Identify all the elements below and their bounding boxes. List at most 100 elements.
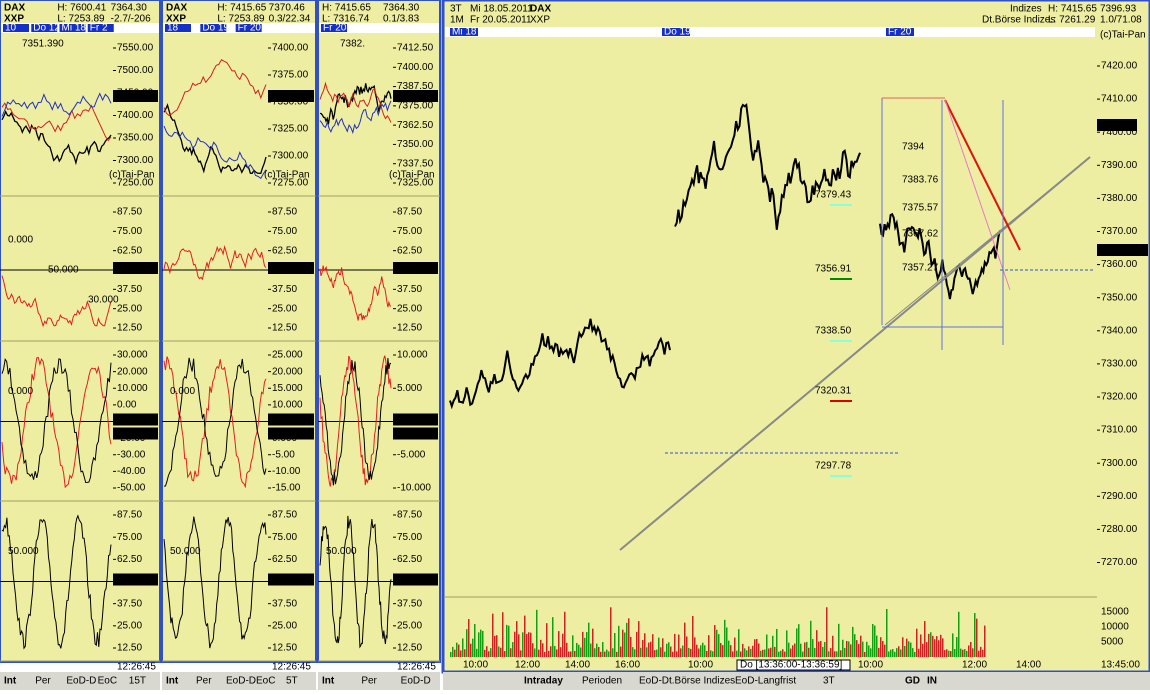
axis-tick-label: 37.50 — [272, 598, 297, 609]
tab[interactable]: EoD-Dt.Börse Indizes — [639, 676, 735, 687]
tab[interactable]: EoD-Langfrist — [735, 676, 796, 687]
volume-bar — [596, 643, 598, 657]
volume-bar — [496, 635, 498, 657]
axis-tick-label: 25.00 — [272, 303, 297, 314]
volume-bar — [676, 651, 678, 657]
volume-bar — [548, 650, 550, 657]
tab[interactable]: EoD-D — [66, 676, 96, 687]
tab[interactable]: Int — [166, 676, 179, 687]
volume-bar — [726, 627, 728, 657]
volume-bar — [576, 642, 578, 657]
tab-bar — [0, 672, 160, 690]
volume-bar — [898, 646, 900, 657]
label: 7364.30 — [383, 3, 420, 14]
volume-bar — [620, 646, 622, 657]
axis-tick-label: 7400.00 — [272, 43, 309, 54]
volume-bar — [462, 638, 464, 657]
value-box — [268, 573, 314, 586]
tab[interactable]: 15T — [129, 676, 146, 687]
tab[interactable]: Int — [322, 676, 335, 687]
volume-bar — [646, 647, 648, 657]
date-bar — [319, 23, 439, 33]
axis-tick-label: 75.00 — [397, 226, 422, 237]
curve — [1, 102, 112, 142]
axis-tick-label: 37.50 — [272, 284, 297, 295]
level-label: 7375.57 — [902, 203, 939, 214]
volume-bar — [584, 637, 586, 657]
volume-bar — [752, 645, 754, 657]
tab[interactable]: GD — [905, 676, 920, 687]
axis-tick-label: 7280.00 — [1101, 524, 1138, 535]
tab[interactable]: Perioden — [582, 676, 622, 687]
volume-bar — [872, 623, 874, 657]
axis-tick-label: 25.000 — [272, 350, 303, 361]
volume-bar — [490, 648, 492, 657]
volume-bar — [918, 648, 920, 657]
label: 1M — [450, 15, 464, 26]
axis-tick-label: 37.50 — [397, 284, 422, 295]
volume-bar — [634, 649, 636, 657]
volume-bar — [834, 651, 836, 657]
tab[interactable]: EoD-D — [226, 676, 256, 687]
volume-bar — [784, 651, 786, 657]
volume-bar — [742, 643, 744, 657]
volume-bar — [546, 623, 548, 657]
axis-tick-label: 62.50 — [272, 245, 297, 256]
volume-bar — [814, 647, 816, 657]
volume-bar — [858, 643, 860, 657]
axis-tick-label: 7330.00 — [1101, 359, 1138, 370]
tab[interactable]: IN — [927, 676, 937, 687]
axis-tick-label: 37.50 — [117, 598, 142, 609]
label: 0.000 — [8, 235, 33, 246]
tab[interactable]: EoD-D — [401, 676, 431, 687]
tab[interactable]: EoC — [98, 676, 117, 687]
axis-tick-label: 7350.00 — [117, 133, 154, 144]
tab[interactable]: Per — [35, 676, 51, 687]
tab[interactable]: 3T — [823, 676, 835, 687]
volume-bar — [902, 637, 904, 657]
tab[interactable]: EoC — [256, 676, 275, 687]
volume-bar — [848, 641, 850, 657]
level-label: 7356.91 — [815, 264, 852, 275]
volume-bar — [650, 641, 652, 657]
label: Do 12 — [33, 23, 60, 34]
tab[interactable]: Intraday — [524, 676, 563, 687]
volume-bar — [482, 630, 484, 657]
volume-bar — [944, 650, 946, 657]
volume-bar — [488, 651, 490, 657]
volume-bar — [562, 633, 564, 657]
level-label: 7297.78 — [815, 461, 852, 472]
panel — [161, 0, 317, 663]
label: Fr 20 — [238, 23, 262, 34]
volume-bar — [472, 638, 474, 657]
tab[interactable]: Per — [361, 676, 377, 687]
tab[interactable]: Int — [4, 676, 17, 687]
volume-bar — [894, 651, 896, 657]
time-box — [736, 659, 851, 671]
volume-bar — [508, 625, 510, 657]
volume-bar — [640, 647, 642, 657]
axis-tick-label: 10.000 — [272, 400, 303, 411]
volume-bar — [972, 648, 974, 657]
axis-tick-label: -50.00 — [117, 483, 146, 494]
volume-bar — [638, 621, 640, 657]
tab[interactable]: 5T — [286, 676, 298, 687]
label: H: 7415.65 — [217, 3, 266, 14]
tab[interactable]: Per — [196, 676, 212, 687]
axis-tick-label: -5.000 — [397, 449, 426, 460]
volume-bar — [864, 651, 866, 657]
volume-bar — [874, 625, 876, 657]
date-tag — [59, 24, 86, 32]
axis-tick-label: 7350.00 — [272, 97, 309, 108]
volume-bar — [770, 647, 772, 657]
level-label: 7367.62 — [902, 229, 939, 240]
axis-tick-label: 87.50 — [272, 207, 297, 218]
volume-bar — [624, 632, 626, 657]
label: Do [13:36:00-13:36:59] — [740, 660, 843, 671]
volume-bar — [574, 650, 576, 657]
volume-bar — [498, 646, 500, 657]
volume-bar — [738, 629, 740, 657]
label: XXP — [530, 15, 550, 26]
volume-bar — [636, 631, 638, 657]
